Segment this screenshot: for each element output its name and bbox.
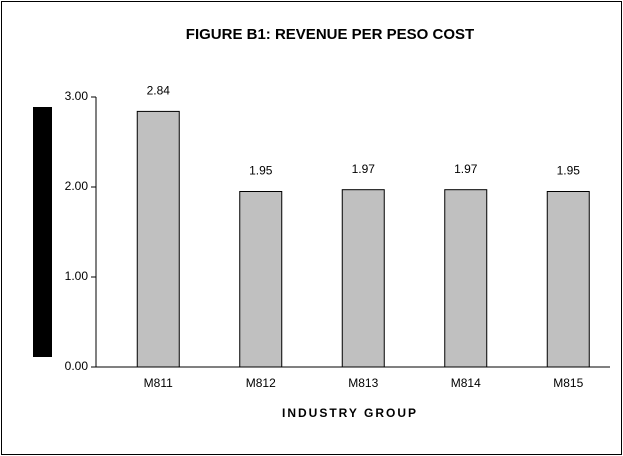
x-tick-label: M811 xyxy=(144,376,173,390)
bar xyxy=(546,191,590,368)
bar xyxy=(136,110,180,368)
chart-title: FIGURE B1: REVENUE PER PESO COST xyxy=(186,26,474,43)
value-label: 1.97 xyxy=(454,162,478,176)
value-label: 1.95 xyxy=(249,164,273,178)
x-tick-label: M814 xyxy=(451,376,481,390)
value-label: 1.95 xyxy=(557,164,581,178)
x-tick-label: M815 xyxy=(553,376,583,390)
value-label: 2.84 xyxy=(147,84,171,98)
y-tick-label: 3.00 xyxy=(65,89,89,103)
x-tick-label: M813 xyxy=(348,376,378,390)
x-axis-label: INDUSTRY GROUP xyxy=(282,406,418,420)
y-tick-label: 2.00 xyxy=(65,179,89,193)
bar xyxy=(341,189,385,368)
y-tick-label: 0.00 xyxy=(65,359,89,373)
bar xyxy=(239,191,283,368)
value-label: 1.97 xyxy=(352,162,376,176)
bar xyxy=(444,189,488,368)
x-tick-label: M812 xyxy=(246,376,276,390)
y-axis-bar xyxy=(33,107,52,357)
y-tick-label: 1.00 xyxy=(65,269,89,283)
